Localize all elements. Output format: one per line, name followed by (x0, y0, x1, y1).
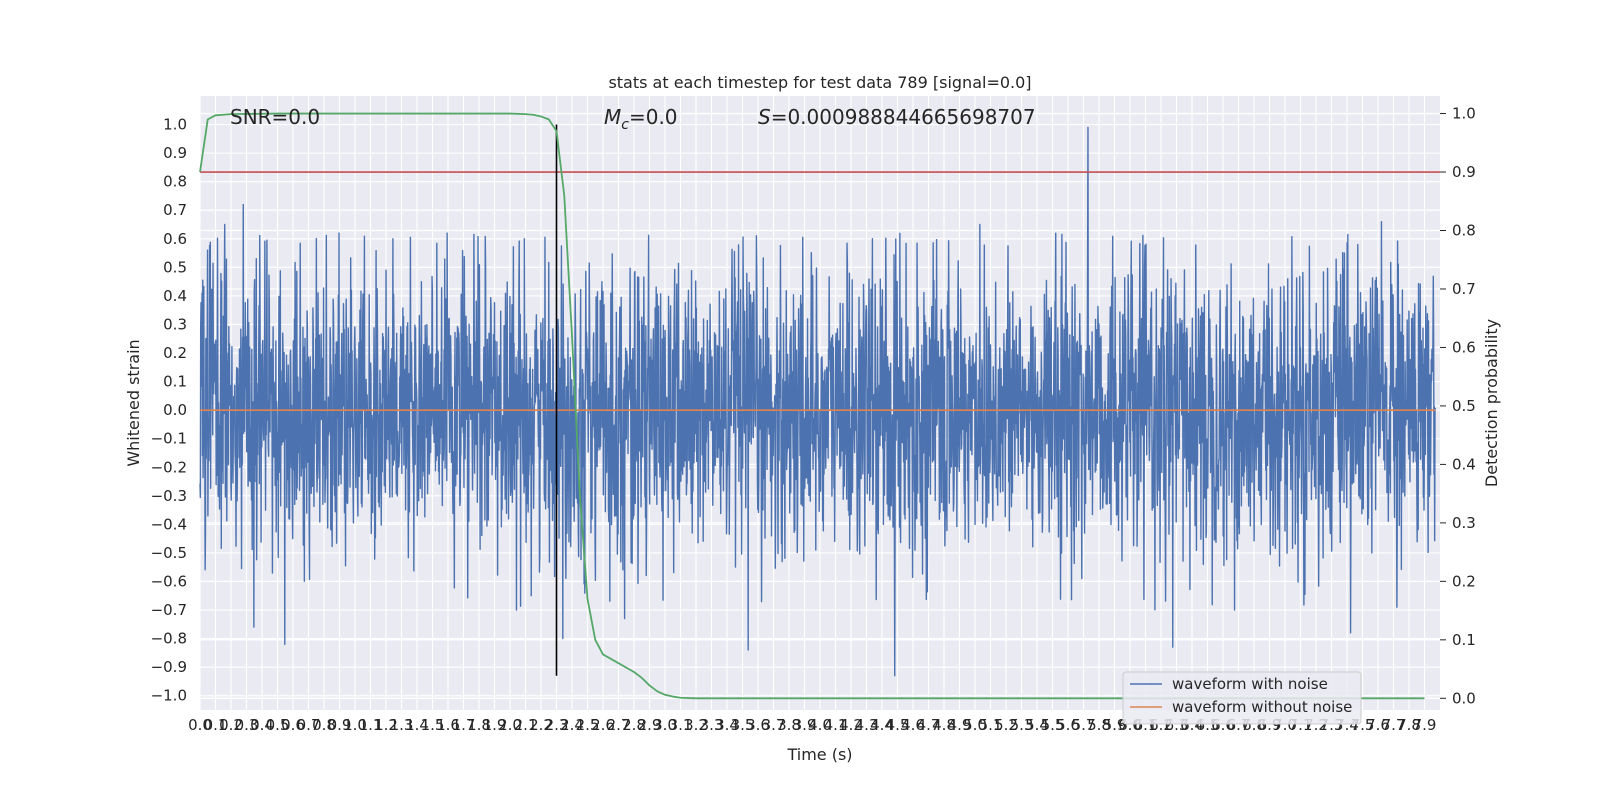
y-tick-label: 0.9 (163, 144, 187, 162)
y-axis-label: Whitened strain (124, 339, 143, 466)
y2-tick-label: 0.3 (1452, 514, 1476, 532)
y-tick-label: −0.6 (151, 572, 187, 590)
y-tick-label: −0.2 (151, 458, 187, 476)
y-tick-label: 0.0 (163, 401, 187, 419)
snr-annotation: SNR=0.0 (230, 105, 320, 129)
mc-symbol: M (604, 105, 621, 129)
y-tick-label: −0.9 (151, 658, 187, 676)
y-tick-label: 0.5 (163, 258, 187, 276)
y-tick-label: −0.1 (151, 430, 187, 448)
y2-tick-label: 0.4 (1452, 455, 1476, 473)
y2-tick-label: 0.5 (1452, 397, 1476, 415)
legend-label-clean: waveform without noise (1172, 698, 1352, 716)
s-symbol: S (758, 105, 771, 129)
y-tick-label: −1.0 (151, 687, 187, 705)
y-tick-label: −0.4 (151, 515, 187, 533)
y-tick-label: 0.8 (163, 173, 187, 191)
chart-title: stats at each timestep for test data 789… (608, 73, 1031, 92)
x-tick-label: 7.9 (1413, 716, 1437, 734)
y2-tick-label: 0.8 (1452, 221, 1476, 239)
y-tick-label: 1.0 (163, 116, 187, 134)
y-tick-label: 0.7 (163, 201, 187, 219)
y-tick-label: −0.5 (151, 544, 187, 562)
y2-tick-label: 0.9 (1452, 163, 1476, 181)
y-tick-label: 0.1 (163, 373, 187, 391)
y2-axis-label: Detection probability (1482, 319, 1501, 487)
y-tick-label: 0.4 (163, 287, 187, 305)
s-annotation: S=0.000988844665698707 (758, 105, 1036, 129)
legend-label-noise: waveform with noise (1172, 675, 1328, 693)
y2-tick-label: 0.6 (1452, 338, 1476, 356)
y2-tick-label: 0.1 (1452, 631, 1476, 649)
mc-annotation: Mc=0.0 (604, 105, 678, 133)
y2-tick-label: 0.7 (1452, 280, 1476, 298)
x-axis-label: Time (s) (786, 745, 852, 764)
y-tick-label: 0.3 (163, 315, 187, 333)
y2-tick-label: 0.2 (1452, 572, 1476, 590)
y-tick-label: −0.8 (151, 630, 187, 648)
y-tick-label: 0.6 (163, 230, 187, 248)
y2-tick-label: 1.0 (1452, 105, 1476, 123)
y2-tick-label: 0.0 (1452, 689, 1476, 707)
y-tick-label: −0.7 (151, 601, 187, 619)
legend: waveform with noise waveform without noi… (1123, 672, 1361, 724)
s-value: =0.000988844665698707 (771, 105, 1036, 129)
y-tick-label: −0.3 (151, 487, 187, 505)
y-tick-label: 0.2 (163, 344, 187, 362)
mc-value: =0.0 (629, 105, 678, 129)
